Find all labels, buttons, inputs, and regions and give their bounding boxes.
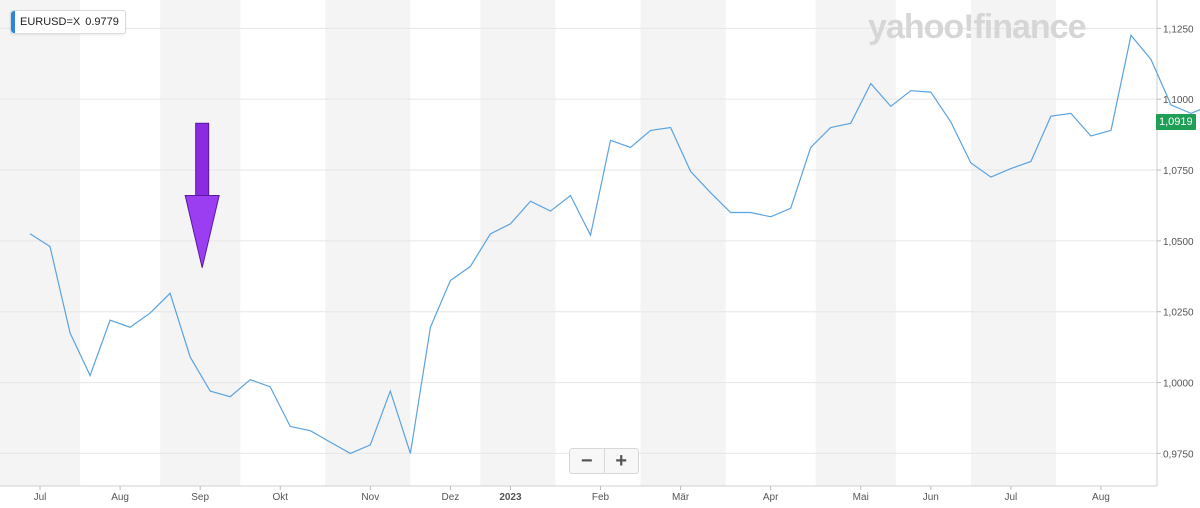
grid-lines [0,27,1157,454]
x-tick-label: Feb [592,492,610,503]
brand-logo: yahoo!finance [868,8,1086,46]
x-tick-label: Jul [1004,492,1017,503]
ticker-symbol: EURUSD=X [20,16,81,28]
x-axis-ticks: Jul Aug Sep Okt Nov Dez 2023 Feb Mär Apr Mai Jun Jul… [34,486,1110,503]
zoom-out-button[interactable]: − [580,449,593,472]
y-tick-label: 0,9750 [1163,449,1194,460]
y-tick-label: 1,0500 [1163,237,1194,248]
ticker-label[interactable]: EURUSD=X 0.9779 [10,10,126,34]
month-band [970,0,1056,486]
last-price-badge: 1,0919 [1156,114,1196,131]
x-tick-label: Jul [34,492,47,503]
month-band [815,0,896,486]
series-line [29,34,1200,455]
y-tick-label: 1,1250 [1163,24,1194,35]
x-tick-label: 2023 [499,492,522,503]
x-tick-label: Jun [923,492,939,503]
x-tick-label: Aug [1092,492,1110,503]
y-tick-label: 1,0750 [1163,166,1194,177]
arrow-shaft [195,122,210,197]
x-tick-label: Sep [191,492,209,503]
x-tick-label: Aug [111,492,129,503]
x-tick-label: Apr [763,492,779,503]
x-tick-label: Nov [361,492,379,503]
x-tick-label: Mär [672,492,690,503]
x-tick-label: Okt [272,492,288,503]
x-tick-label: Mai [853,492,869,503]
y-tick-label: 1,0000 [1163,379,1194,390]
month-band [0,0,81,486]
down-arrow-annotation [184,122,220,268]
y-tick-label: 1,1000 [1163,95,1194,106]
month-band [640,0,726,486]
y-tick-label: 1,0250 [1163,308,1194,319]
y-axis-ticks: 0,9750 1,0000 1,0250 1,0500 1,0750 1,1000 1,12… [1157,24,1194,460]
zoom-in-button[interactable]: + [603,449,639,473]
zoom-controls: − + [569,448,639,474]
series-color-swatch [11,11,15,33]
month-band [480,0,556,486]
arrow-head [184,195,220,268]
background-bands [0,0,1056,486]
ticker-value: 0.9779 [85,16,119,28]
x-tick-label: Dez [441,492,459,503]
month-band [325,0,411,486]
